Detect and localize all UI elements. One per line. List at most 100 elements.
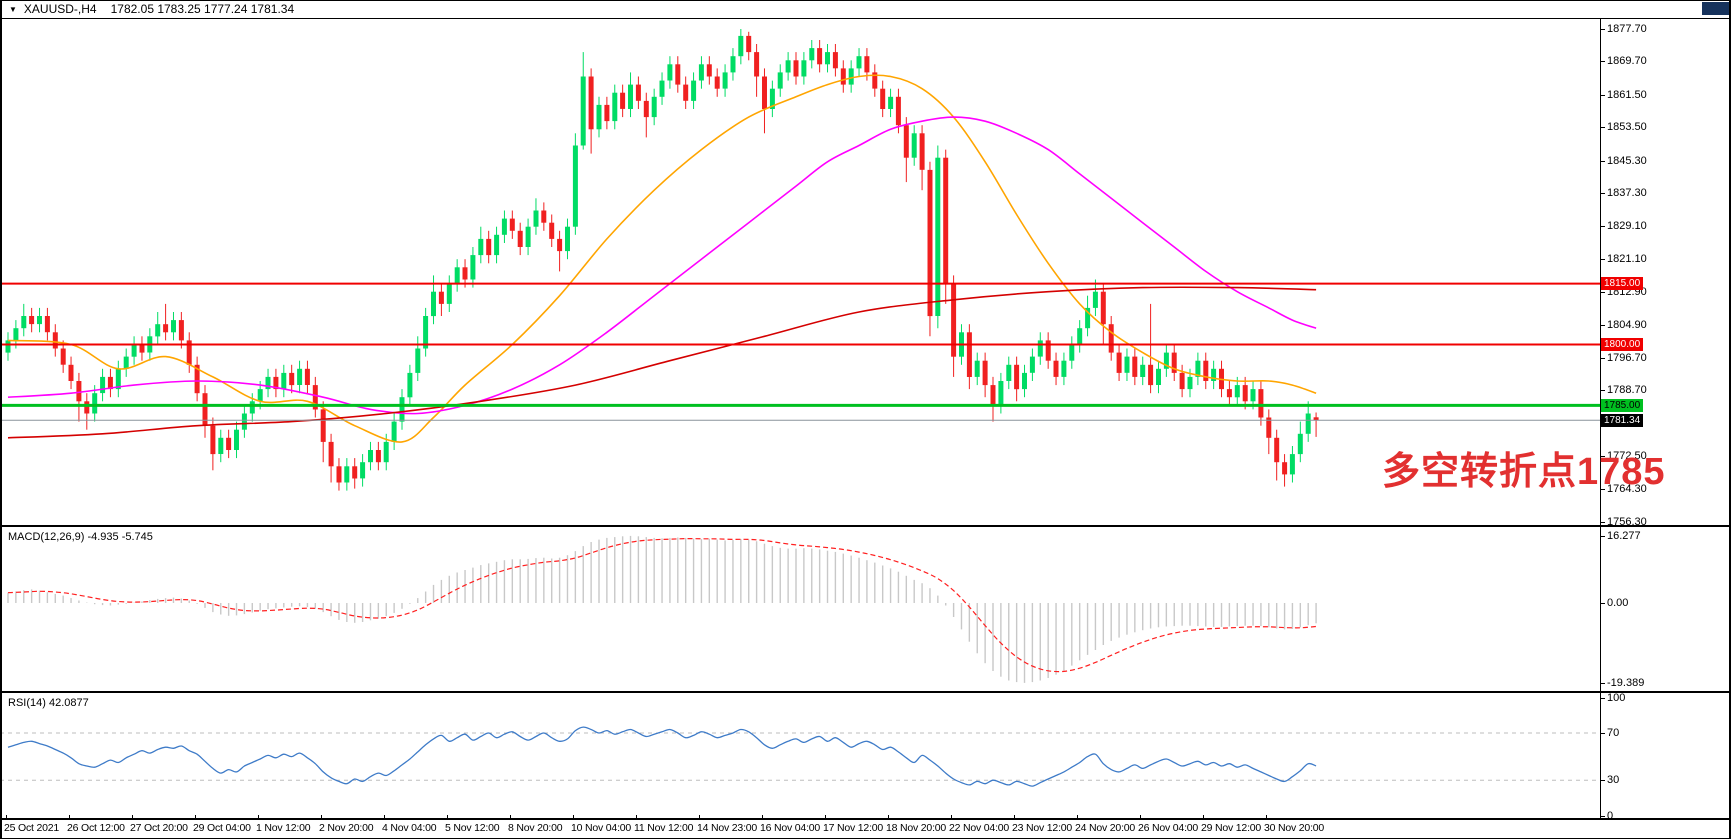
collapse-chart-icon[interactable]: ▼ <box>9 4 17 14</box>
bullish-candle-body <box>572 145 578 227</box>
bearish-candle-body <box>754 52 760 77</box>
main-macd-separator[interactable] <box>0 525 1730 527</box>
bearish-candle-body <box>840 68 846 85</box>
time-tick-label: 11 Nov 12:00 <box>634 822 694 834</box>
macd-tick-label: 16.277 <box>1607 530 1641 542</box>
bearish-candle-body <box>186 340 192 365</box>
time-tick-mark <box>888 815 889 818</box>
price-tick-label: 1821.10 <box>1607 253 1647 265</box>
bearish-candle-body <box>927 169 933 317</box>
bullish-candle-body <box>1140 364 1146 377</box>
bullish-candle-body <box>848 68 854 85</box>
bearish-candle-body <box>438 291 444 304</box>
bullish-candle-body <box>888 96 894 109</box>
bullish-candle-body <box>1156 368 1161 385</box>
bearish-candle-body <box>44 316 50 333</box>
bearish-candle-body <box>635 84 641 101</box>
bullish-candle-body <box>974 360 980 377</box>
bearish-candle-body <box>194 364 200 394</box>
rsi-tick-label: 70 <box>1607 727 1620 739</box>
bullish-candle-body <box>431 291 436 317</box>
bullish-candle-body <box>691 80 697 101</box>
macd-signal-line <box>7 537 1317 673</box>
bearish-candle-body <box>620 92 626 109</box>
bearish-candle-body <box>982 360 988 386</box>
bearish-candle-body <box>762 76 767 109</box>
bullish-candle-body <box>115 368 121 390</box>
bearish-candle-body <box>210 425 216 455</box>
macd-panel[interactable] <box>0 528 1600 691</box>
bearish-candle-body <box>1132 356 1138 377</box>
time-tick-mark <box>132 815 133 818</box>
time-tick-label: 29 Nov 12:00 <box>1201 822 1262 834</box>
bullish-candle-body <box>565 226 570 252</box>
price-chart-panel[interactable] <box>0 19 1600 525</box>
bearish-candle-body <box>817 48 823 65</box>
bearish-candle-body <box>1282 462 1288 475</box>
bearish-candle-body <box>1014 364 1020 390</box>
rsi-tick-label: 0 <box>1607 810 1614 822</box>
candlestick-series <box>5 29 1319 491</box>
bullish-candle-body <box>856 56 862 69</box>
price-tick-label: 1877.70 <box>1607 23 1647 35</box>
bullish-candle-body <box>37 316 42 325</box>
bearish-candle-body <box>320 409 326 442</box>
bearish-candle-body <box>966 332 972 377</box>
bullish-candle-body <box>825 52 830 65</box>
bullish-candle-body <box>265 376 271 390</box>
time-tick-label: 30 Nov 20:00 <box>1264 822 1325 834</box>
ma-fast-line <box>7 74 1317 443</box>
bearish-candle-body <box>872 72 878 89</box>
bearish-candle-body <box>549 222 555 239</box>
bullish-candle-body <box>1085 307 1091 329</box>
bearish-candle-body <box>304 368 310 385</box>
bearish-candle-body <box>675 64 681 85</box>
bullish-candle-body <box>998 381 1004 406</box>
time-tick-label: 2 Nov 20:00 <box>319 822 374 834</box>
bullish-candle-body <box>809 48 815 61</box>
rsi-tick-label: 100 <box>1607 692 1626 704</box>
bearish-candle-body <box>60 348 66 365</box>
bearish-candle-body <box>557 238 563 252</box>
macd-tick-label: -19.389 <box>1607 677 1645 689</box>
window-top-border <box>0 0 1730 1</box>
price-tick-label: 1788.70 <box>1607 384 1647 396</box>
bullish-candle-body <box>218 437 224 454</box>
bearish-candle-body <box>864 56 870 73</box>
bullish-candle-body <box>1289 454 1295 475</box>
time-tick-label: 26 Nov 04:00 <box>1138 822 1199 834</box>
price-tick-label: 1845.30 <box>1607 155 1647 167</box>
bullish-candle-body <box>281 372 287 390</box>
bearish-candle-body <box>29 316 35 325</box>
bullish-candle-body <box>454 267 460 284</box>
bearish-candle-body <box>375 450 381 463</box>
bearish-candle-body <box>1179 372 1185 390</box>
bearish-candle-body <box>486 238 492 256</box>
bearish-candle-body <box>1108 324 1114 353</box>
symbol-timeframe-label: XAUUSD-,H4 <box>23 2 97 16</box>
macd-tick-mark <box>1600 536 1605 537</box>
bullish-candle-body <box>383 441 389 463</box>
time-tick-mark <box>573 815 574 818</box>
price-tick-mark <box>1600 259 1605 260</box>
bullish-candle-body <box>777 72 783 89</box>
time-tick-mark <box>6 815 7 818</box>
bearish-candle-body <box>706 64 712 77</box>
bearish-candle-body <box>273 376 279 390</box>
bearish-candle-body <box>139 344 145 353</box>
bearish-candle-body <box>352 466 358 479</box>
window-right-border <box>1729 0 1731 839</box>
price-tick-mark <box>1600 193 1605 194</box>
price-tick-mark <box>1600 127 1605 128</box>
bullish-candle-body <box>399 397 405 422</box>
rsi-panel[interactable] <box>0 694 1600 818</box>
macd-rsi-separator[interactable] <box>0 691 1730 693</box>
bearish-candle-body <box>943 157 949 284</box>
bullish-candle-body <box>612 92 618 122</box>
time-tick-mark <box>1014 815 1015 818</box>
bullish-candle-body <box>1124 356 1130 373</box>
macd-tick-label: 0.00 <box>1607 597 1629 609</box>
bearish-candle-body <box>714 76 720 89</box>
bullish-candle-body <box>155 324 161 337</box>
bullish-candle-body <box>249 401 255 414</box>
